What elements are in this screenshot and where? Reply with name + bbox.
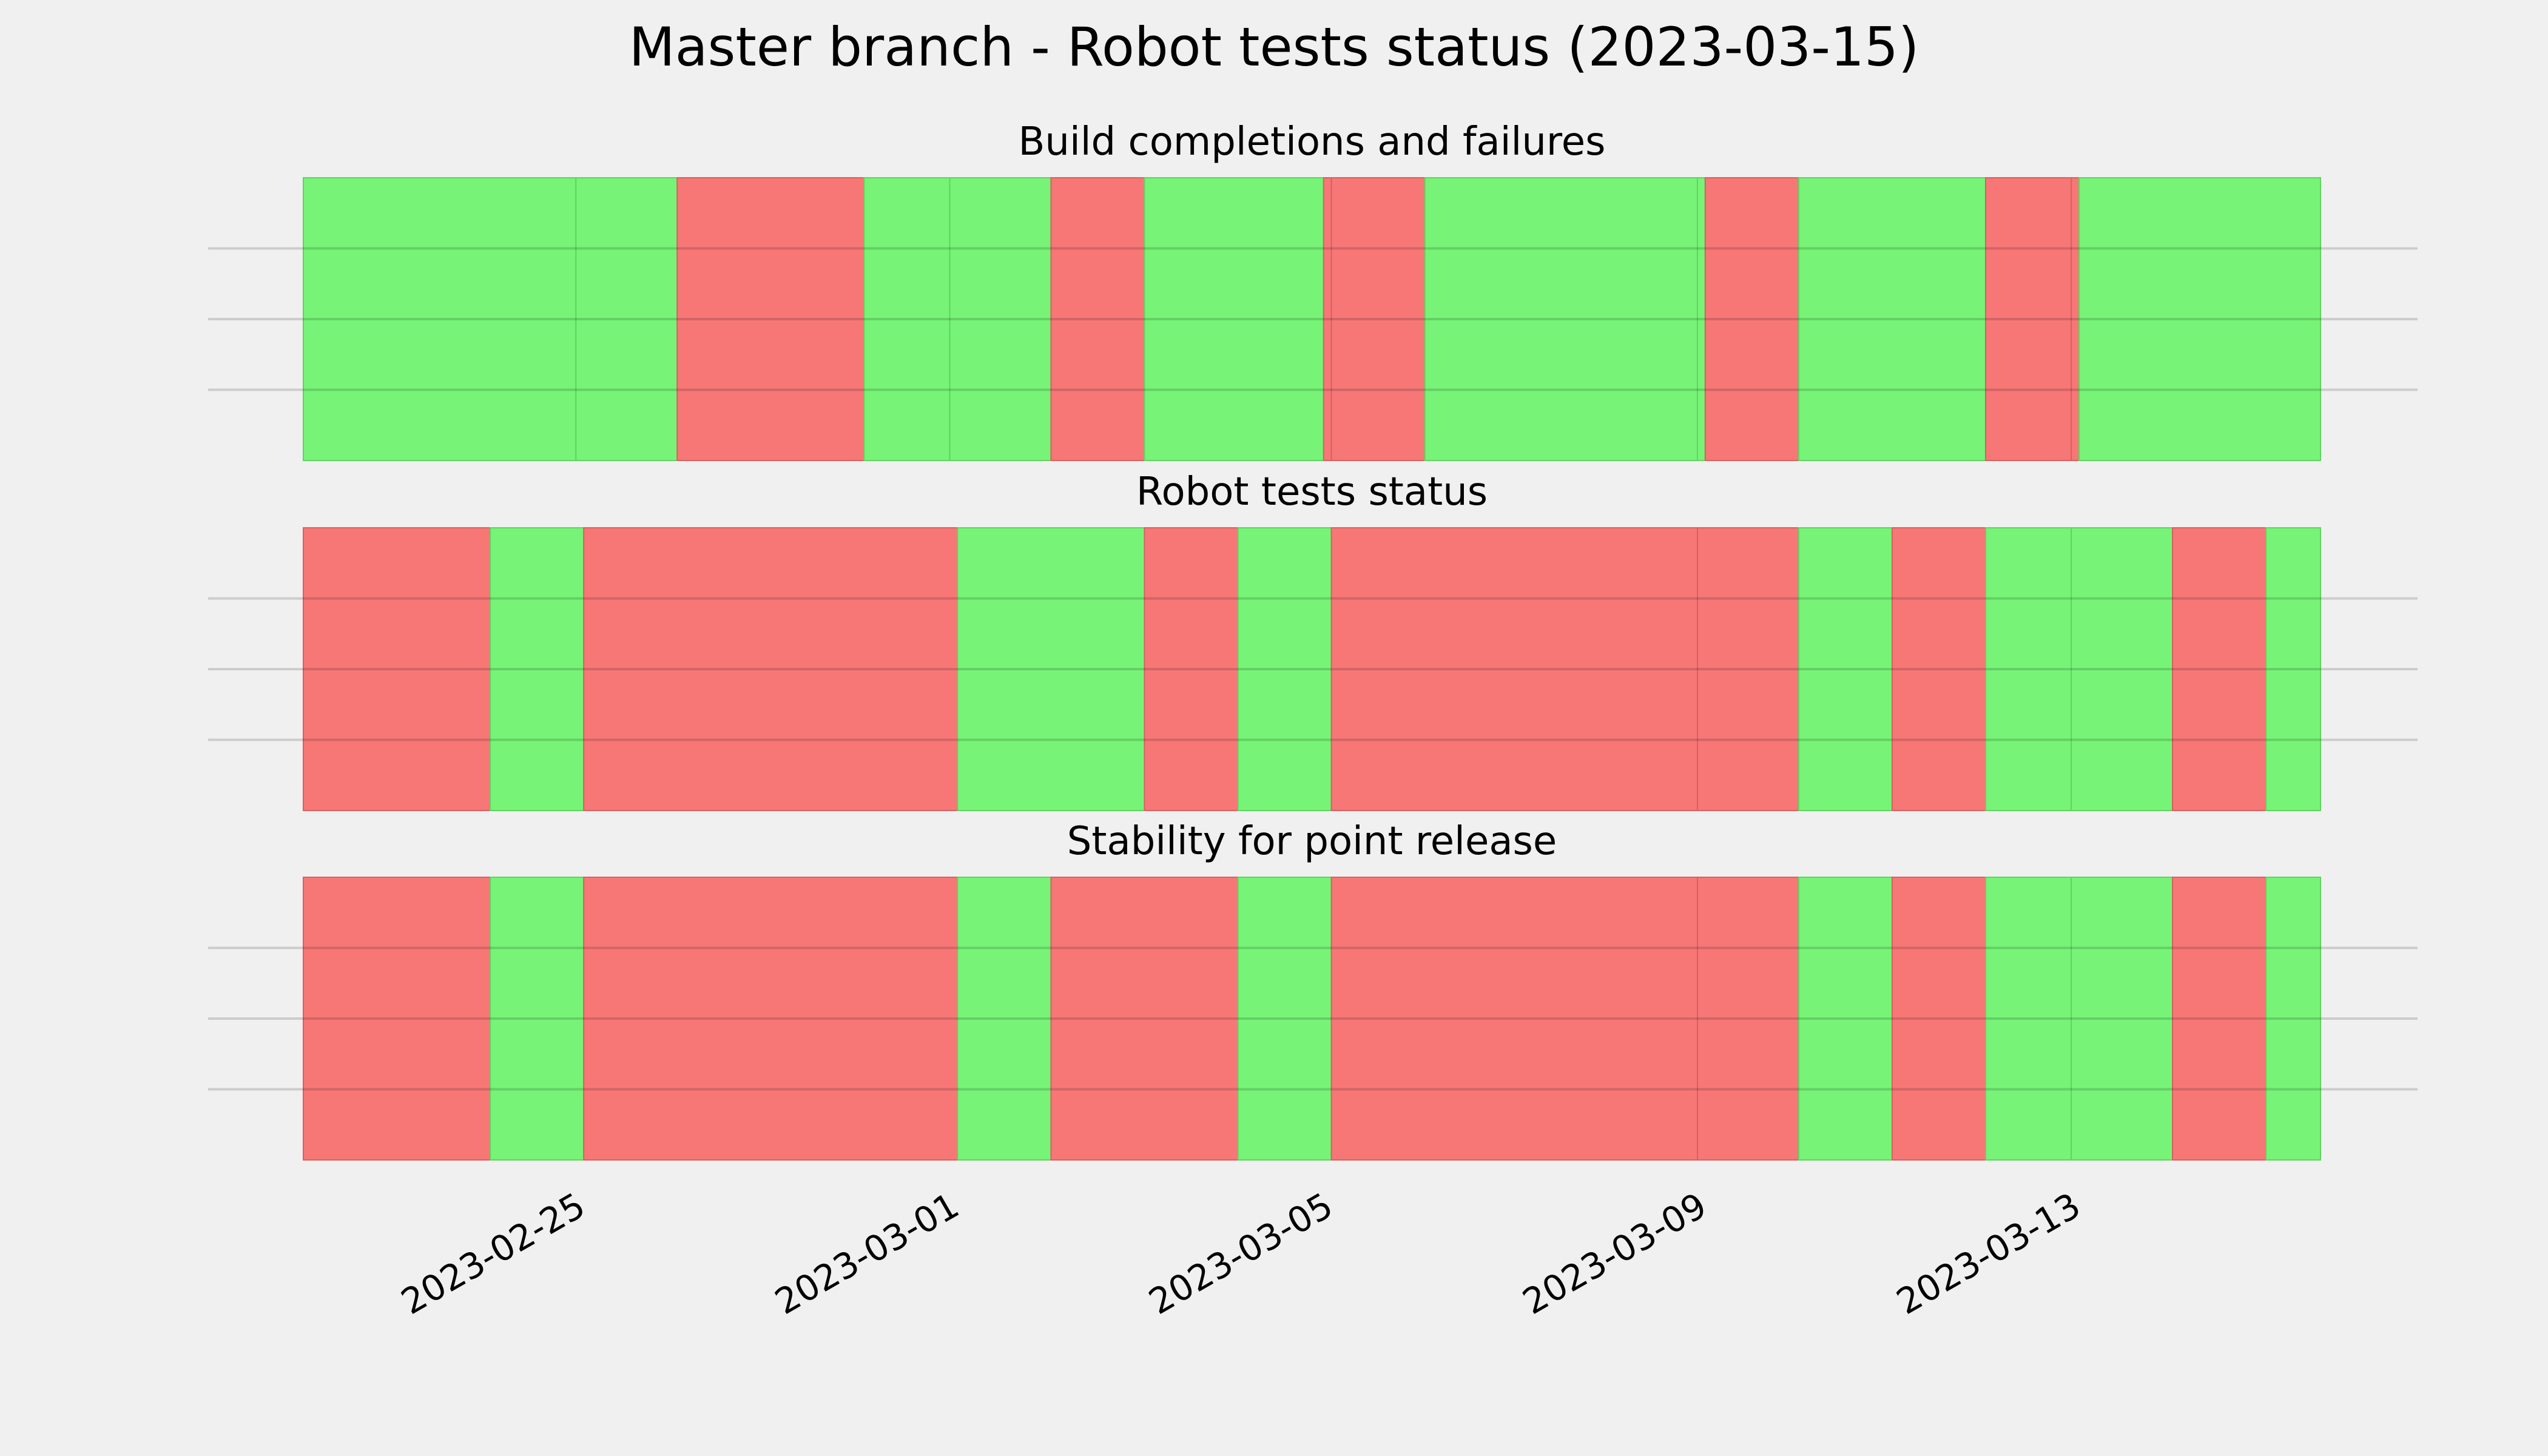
status-segment-pass (1237, 527, 1332, 811)
x-tick-label: 2023-03-01 (768, 1185, 966, 1323)
status-segment-fail (303, 527, 491, 811)
status-segment-fail (2172, 527, 2267, 811)
status-segment-fail (303, 877, 491, 1161)
panels-group: Build completions and failures Robot test… (208, 120, 2418, 1161)
status-segment-fail (1330, 527, 1698, 811)
x-tick-label: 2023-03-09 (1515, 1185, 1713, 1323)
status-segment-fail (1050, 877, 1239, 1161)
x-axis-ticks: 2023-02-25 2023-03-01 2023-03-05 2023-03-09… (394, 1185, 2088, 1323)
status-segment-pass (490, 877, 585, 1161)
x-tick-label: 2023-03-05 (1142, 1185, 1340, 1323)
status-segment-fail (1330, 877, 1698, 1161)
panel-3: Stability for point release (208, 819, 2418, 1161)
chart-title: Master branch - Robot tests status (2023… (629, 16, 1919, 78)
panel-2: Robot tests status (208, 470, 2418, 811)
panel-title: Build completions and failures (1019, 120, 1606, 164)
status-segment-fail (1696, 877, 1799, 1161)
status-segment-pass (1237, 877, 1332, 1161)
status-segment-pass (1798, 527, 1893, 811)
status-segment-pass (1984, 527, 2072, 811)
status-segment-fail (1144, 527, 1239, 811)
status-segment-pass (2265, 527, 2322, 811)
panel-title: Robot tests status (1136, 470, 1488, 514)
status-segment-pass (303, 177, 577, 461)
status-segment-fail (1891, 527, 1986, 811)
status-segment-pass (1424, 177, 1698, 461)
x-tick-label: 2023-03-13 (1890, 1185, 2088, 1323)
panel-1: Build completions and failures (208, 120, 2418, 461)
status-segment-pass (2078, 177, 2322, 461)
status-segment-fail (676, 177, 865, 461)
status-segment-pass (2265, 877, 2322, 1161)
status-segment-pass (2071, 877, 2174, 1161)
status-segment-fail (583, 877, 959, 1161)
x-tick-label: 2023-02-25 (394, 1185, 592, 1323)
status-segment-pass (1798, 877, 1893, 1161)
status-segment-pass (949, 177, 1052, 461)
status-segment-fail (583, 527, 959, 811)
status-segment-pass (1798, 177, 1986, 461)
status-segment-pass (1144, 177, 1324, 461)
panel-title: Stability for point release (1067, 819, 1557, 864)
status-segment-fail (1891, 877, 1986, 1161)
status-segment-pass (1984, 877, 2072, 1161)
status-segment-pass (863, 177, 951, 461)
status-segment-fail (1050, 177, 1145, 461)
status-segment-fail (1984, 177, 2072, 461)
status-segment-fail (1704, 177, 1799, 461)
status-segment-pass (575, 177, 678, 461)
status-segment-pass (957, 527, 1145, 811)
status-segment-fail (1696, 527, 1799, 811)
status-segment-fail (1330, 177, 1426, 461)
status-segment-pass (490, 527, 585, 811)
